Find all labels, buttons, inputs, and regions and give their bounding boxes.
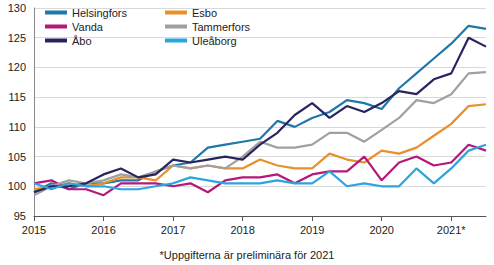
svg-text:Vanda: Vanda bbox=[72, 21, 104, 33]
svg-text:105: 105 bbox=[8, 151, 26, 163]
svg-text:110: 110 bbox=[8, 121, 26, 133]
svg-text:100: 100 bbox=[8, 180, 26, 192]
svg-text:2017: 2017 bbox=[161, 224, 185, 236]
svg-text:2016: 2016 bbox=[91, 224, 115, 236]
svg-text:130: 130 bbox=[8, 2, 26, 14]
svg-text:Esbo: Esbo bbox=[192, 7, 217, 19]
svg-text:Åbo: Åbo bbox=[72, 35, 92, 47]
svg-text:2020: 2020 bbox=[369, 224, 393, 236]
svg-text:120: 120 bbox=[8, 61, 26, 73]
svg-text:2019: 2019 bbox=[300, 224, 324, 236]
svg-text:125: 125 bbox=[8, 32, 26, 44]
svg-text:115: 115 bbox=[8, 91, 26, 103]
svg-text:2015: 2015 bbox=[22, 224, 46, 236]
svg-text:95: 95 bbox=[14, 210, 26, 222]
svg-text:2021*: 2021* bbox=[437, 224, 466, 236]
svg-text:Tammerfors: Tammerfors bbox=[192, 21, 251, 33]
svg-text:2018: 2018 bbox=[230, 224, 254, 236]
svg-text:Uleåborg: Uleåborg bbox=[192, 35, 237, 47]
svg-text:Helsingfors: Helsingfors bbox=[72, 7, 128, 19]
svg-text:*Uppgifterna är preliminära fö: *Uppgifterna är preliminära för 2021 bbox=[160, 249, 335, 261]
